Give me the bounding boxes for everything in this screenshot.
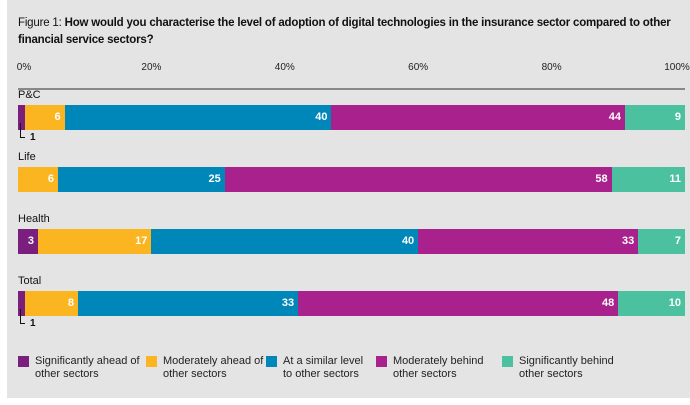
category-label: P&C (18, 89, 41, 101)
bar-segment (298, 291, 619, 316)
bar-segment (638, 229, 685, 254)
legend-label: Moderately behind other sectors (393, 355, 484, 380)
bar-segment (618, 291, 685, 316)
chart-title: Figure 1: How would you characterise the… (18, 15, 690, 49)
legend-swatch (266, 356, 277, 367)
x-axis-line (18, 88, 685, 90)
legend-label: Significantly behind other sectors (519, 355, 614, 380)
bar-segment (24, 105, 65, 130)
bar-segment (18, 229, 38, 254)
bar-segment (331, 105, 625, 130)
x-tick-label: 40% (274, 62, 295, 73)
data-label: 33 (622, 235, 635, 247)
bar-segment (18, 291, 25, 316)
data-label: 8 (67, 297, 75, 309)
data-label: 3 (27, 235, 34, 247)
data-label: 44 (608, 111, 621, 123)
callout-line (20, 309, 25, 324)
category-label: Health (18, 213, 50, 225)
data-label: 40 (315, 111, 328, 123)
bar-segment (151, 229, 419, 254)
bar-segment (64, 105, 332, 130)
data-label: 1 (30, 132, 36, 143)
legend-label: Significantly ahead of other sectors (35, 355, 140, 380)
category-label: Total (18, 275, 42, 287)
data-label: 33 (281, 297, 295, 309)
data-label: 58 (595, 173, 608, 185)
legend-swatch (18, 356, 29, 367)
legend-swatch (376, 356, 387, 367)
bar-segment (38, 229, 152, 254)
data-label: 1 (30, 318, 36, 329)
chart-panel (7, 0, 690, 398)
bar-segment (18, 105, 25, 130)
data-label: 6 (54, 111, 61, 123)
legend-swatch (502, 356, 513, 367)
bar-segment (224, 167, 612, 192)
bar-segment (624, 105, 685, 130)
legend-label: Moderately ahead of other sectors (163, 355, 264, 380)
data-label: 17 (135, 235, 148, 247)
x-tick-label: 20% (141, 62, 162, 73)
data-label: 9 (674, 111, 681, 123)
bar-segment (24, 291, 79, 316)
legend-swatch (146, 356, 157, 367)
data-label: 10 (668, 297, 681, 309)
data-label: 11 (669, 173, 681, 185)
x-tick-label: 0% (16, 62, 32, 73)
bar-segment (18, 167, 59, 192)
data-label: 6 (47, 173, 55, 185)
data-label: 48 (602, 297, 615, 309)
data-label: 7 (674, 235, 681, 247)
bar-segment (418, 229, 639, 254)
category-label: Life (18, 151, 36, 163)
title-text: How would you characterise the level of … (18, 17, 671, 46)
bar-segment (611, 167, 685, 192)
x-tick-label: 60% (408, 62, 429, 73)
legend-label: At a similar level to other sectors (283, 355, 364, 380)
x-tick-label: 100% (664, 62, 690, 73)
figure-label: Figure 1: (18, 17, 62, 29)
data-label: 25 (208, 173, 221, 185)
callout-line (20, 123, 25, 138)
bar-segment (58, 167, 225, 192)
data-label: 40 (401, 235, 415, 247)
bar-segment (78, 291, 299, 316)
x-tick-label: 80% (541, 62, 562, 73)
